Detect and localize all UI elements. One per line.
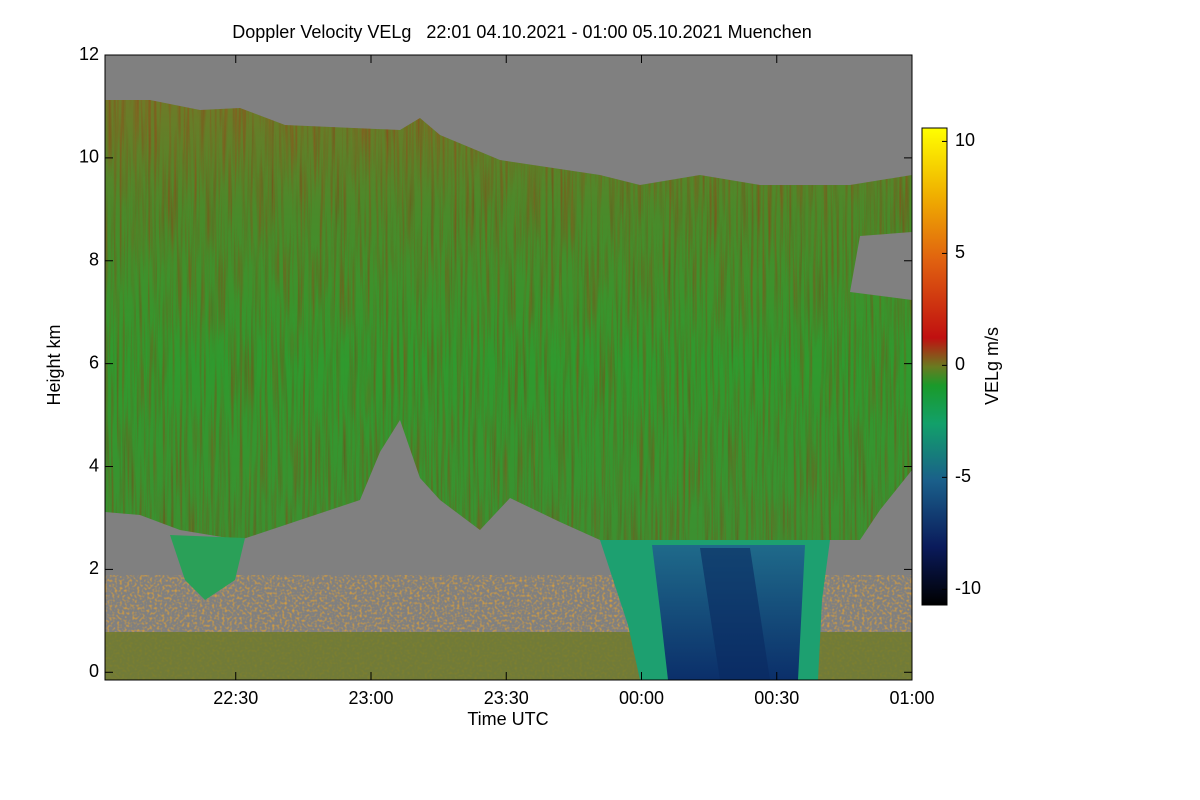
x-axis-label: Time UTC	[467, 709, 548, 729]
y-axis-label: Height km	[44, 324, 64, 405]
y-tick-label: 10	[79, 147, 99, 167]
plot-frame	[104, 54, 913, 681]
x-tick-label: 23:00	[348, 688, 393, 708]
x-tick-label: 01:00	[889, 688, 934, 708]
x-tick-label: 00:30	[754, 688, 799, 708]
x-tick-label: 22:30	[213, 688, 258, 708]
x-tick-label: 00:00	[619, 688, 664, 708]
colorbar-label: VELg m/s	[982, 327, 1002, 405]
heatmap-field	[105, 55, 912, 680]
chart-title: Doppler Velocity VELg 22:01 04.10.2021 -…	[232, 22, 811, 42]
colorbar-tick-label: 0	[955, 354, 965, 374]
colorbar-tick-label: -5	[955, 466, 971, 486]
colorbar-tick-label: 10	[955, 130, 975, 150]
x-tick-label: 23:30	[484, 688, 529, 708]
y-tick-label: 0	[89, 661, 99, 681]
colorbar	[921, 127, 948, 606]
y-tick-label: 8	[89, 250, 99, 270]
colorbar-tick-label: -10	[955, 578, 981, 598]
y-tick-label: 2	[89, 558, 99, 578]
y-tick-label: 4	[89, 455, 99, 475]
y-tick-label: 12	[79, 44, 99, 64]
colorbar-tick-label: 5	[955, 242, 965, 262]
y-tick-label: 6	[89, 352, 99, 372]
